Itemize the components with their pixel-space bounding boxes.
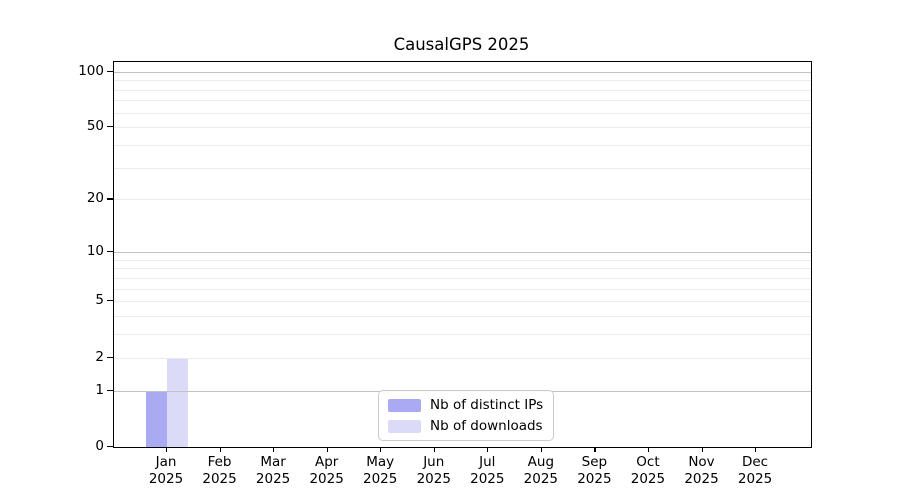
bar-distinct-ips-jan [146, 390, 167, 447]
minor-gridline [114, 145, 811, 146]
x-tick-year: 2025 [684, 470, 719, 487]
x-tick [701, 447, 703, 452]
x-tick-month: Jun [423, 454, 445, 470]
y-tick-label: 100 [78, 62, 104, 79]
x-tick-year: 2025 [416, 470, 451, 487]
minor-gridline [114, 288, 811, 290]
x-tick [647, 447, 650, 452]
y-tick-label: 5 [95, 292, 104, 309]
x-tick-year: 2025 [202, 470, 237, 487]
major-gridline [114, 71, 811, 73]
x-tick-month: Oct [636, 454, 660, 470]
x-tick-label: Feb 2025 [192, 454, 248, 487]
x-tick-label: Jan 2025 [138, 454, 194, 487]
y-tick [107, 250, 113, 253]
legend: Nb of distinct IPs Nb of downloads [378, 390, 555, 441]
minor-gridline [114, 334, 811, 336]
minor-gridline [114, 167, 811, 169]
x-tick [755, 447, 757, 452]
y-tick [107, 70, 113, 72]
x-tick-month: May [366, 454, 395, 470]
x-tick [273, 447, 275, 452]
minor-gridline [114, 199, 811, 201]
x-tick-month: Aug [527, 454, 555, 470]
legend-swatch-distinct-ips-icon [388, 398, 421, 412]
y-tick [107, 389, 113, 391]
legend-label-downloads: Nb of downloads [430, 418, 543, 434]
y-tick [107, 446, 113, 448]
y-tick-label: 2 [95, 348, 104, 365]
legend-label-distinct-ips: Nb of distinct IPs [430, 397, 544, 413]
y-tick-label: 10 [86, 242, 104, 259]
x-tick-month: Jan [155, 454, 177, 470]
x-tick-year: 2025 [523, 470, 559, 487]
x-tick-label: Oct 2025 [620, 454, 676, 487]
minor-gridline [114, 357, 811, 359]
x-tick-label: Nov 2025 [674, 454, 730, 487]
x-tick-label: Aug 2025 [513, 454, 569, 487]
x-tick-year: 2025 [309, 470, 344, 487]
minor-gridline [114, 100, 811, 102]
legend-item-downloads: Nb of downloads [388, 417, 543, 435]
x-tick-year: 2025 [630, 470, 666, 487]
x-tick-label: Dec 2025 [727, 454, 783, 487]
y-tick-label: 1 [95, 381, 104, 398]
x-tick-year: 2025 [148, 470, 184, 487]
x-tick-month: Jul [479, 454, 496, 470]
x-tick-label: Mar 2025 [245, 454, 301, 487]
minor-gridline [114, 89, 811, 91]
x-tick-month: Sep [581, 454, 608, 470]
major-gridline [114, 251, 811, 253]
y-tick-label: 0 [95, 438, 104, 454]
minor-gridline [114, 127, 811, 129]
minor-gridline [114, 112, 811, 114]
y-tick [107, 198, 113, 200]
x-tick-month: Feb [207, 454, 232, 470]
x-tick-label: Apr 2025 [299, 454, 355, 487]
x-tick-month: Dec [741, 454, 769, 470]
x-tick-month: Nov [688, 454, 715, 470]
x-tick-year: 2025 [363, 470, 398, 487]
y-tick [107, 300, 113, 302]
x-tick [594, 447, 596, 452]
x-tick-month: Apr [314, 454, 339, 470]
y-tick [107, 126, 113, 128]
x-tick-label: May 2025 [352, 454, 408, 487]
x-tick-month: Mar [260, 454, 286, 470]
minor-gridline [114, 316, 811, 318]
x-tick [166, 447, 168, 452]
x-tick [326, 447, 328, 452]
x-tick [487, 447, 489, 452]
x-tick-year: 2025 [255, 470, 291, 487]
x-tick [433, 447, 435, 452]
x-tick [219, 447, 221, 452]
x-tick [380, 447, 382, 452]
legend-swatch-downloads-icon [388, 419, 421, 433]
x-tick-label: Sep 2025 [566, 454, 622, 487]
x-tick [540, 447, 543, 452]
x-tick-label: Jul 2025 [459, 454, 515, 487]
minor-gridline [114, 268, 811, 270]
x-tick-label: Jun 2025 [406, 454, 462, 487]
minor-gridline [114, 259, 811, 261]
legend-item-distinct-ips: Nb of distinct IPs [388, 396, 543, 414]
y-tick [107, 356, 113, 358]
minor-gridline [114, 80, 811, 82]
y-tick-label: 20 [86, 190, 104, 207]
bar-downloads-jan [167, 357, 188, 447]
chart-title: CausalGPS 2025 [393, 35, 530, 54]
x-tick-year: 2025 [737, 470, 773, 487]
plot-area: Nb of distinct IPs Nb of downloads [113, 61, 812, 448]
x-tick-year: 2025 [577, 470, 612, 487]
minor-gridline [114, 277, 811, 279]
minor-gridline [114, 301, 811, 303]
x-tick-year: 2025 [470, 470, 505, 487]
y-tick-label: 50 [86, 118, 104, 135]
